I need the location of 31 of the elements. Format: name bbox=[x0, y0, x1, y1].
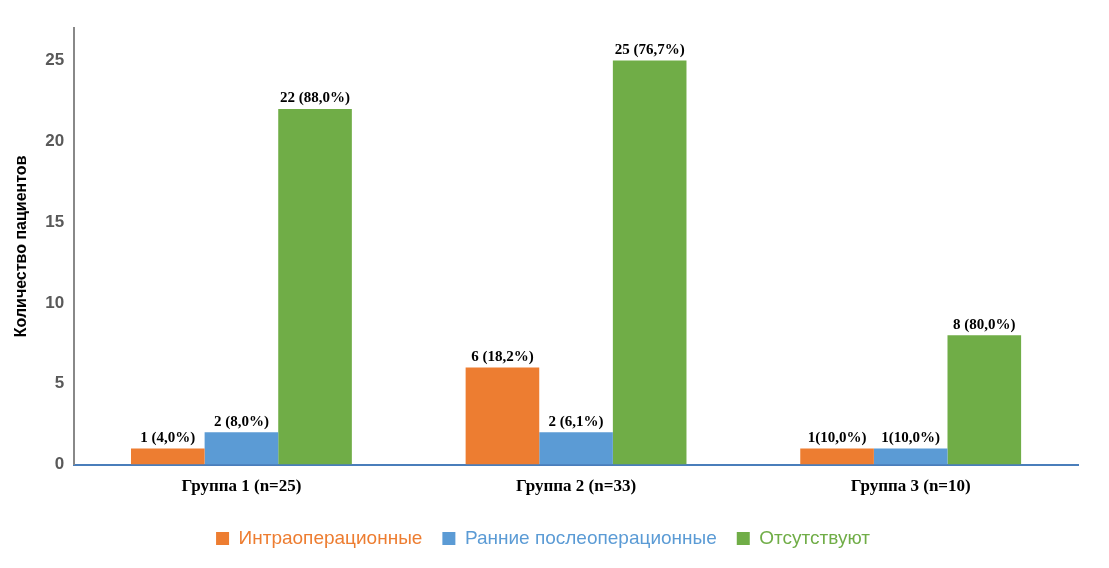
data-label: 22 (88,0%) bbox=[280, 89, 351, 107]
y-axis-title: Количество пациентов bbox=[12, 155, 30, 338]
bar bbox=[278, 109, 352, 465]
bar bbox=[873, 448, 948, 465]
y-tick-label: 0 bbox=[54, 454, 65, 474]
data-label: 1 (4,0%) bbox=[140, 428, 196, 446]
data-label: 8 (80,0%) bbox=[953, 315, 1016, 333]
bar bbox=[465, 367, 540, 465]
y-tick-label: 25 bbox=[45, 50, 65, 70]
data-label: 2 (8,0%) bbox=[213, 412, 269, 430]
bar bbox=[947, 335, 1022, 465]
x-tick-label: Группа 2 (n=33) bbox=[516, 476, 637, 496]
x-tick-label: Группа 1 (n=25) bbox=[181, 476, 302, 496]
bar bbox=[800, 448, 874, 465]
data-label: 1(10,0%) bbox=[881, 428, 941, 446]
legend-label: Ранние послеоперационные bbox=[464, 526, 717, 548]
y-tick-label: 15 bbox=[45, 211, 65, 231]
y-tick-label: 10 bbox=[45, 292, 65, 312]
data-label: 25 (76,7%) bbox=[614, 40, 685, 58]
bar bbox=[539, 432, 613, 465]
data-label: 6 (18,2%) bbox=[471, 348, 534, 365]
y-tick-label: 5 bbox=[54, 373, 65, 393]
legend-label: Отсутствуют bbox=[759, 526, 871, 548]
data-label: 2 (6,1%) bbox=[548, 412, 604, 430]
bar bbox=[131, 448, 205, 465]
bar bbox=[612, 60, 687, 465]
legend-label: Интраоперационные bbox=[238, 526, 423, 548]
x-tick-label: Группа 3 (n=10) bbox=[850, 476, 971, 496]
y-tick-label: 20 bbox=[45, 131, 65, 151]
bar bbox=[204, 432, 279, 465]
data-label: 1(10,0%) bbox=[807, 428, 867, 446]
